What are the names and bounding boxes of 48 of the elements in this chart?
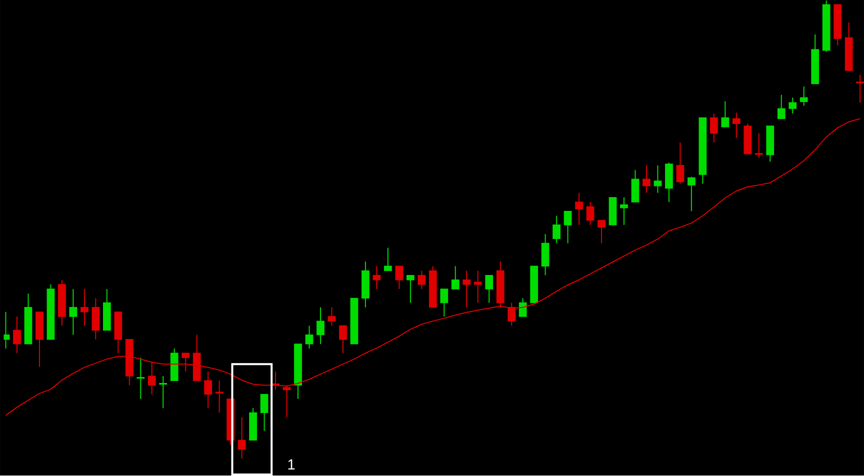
candlestick [586,202,594,226]
candlestick [238,417,246,460]
candlestick [215,380,224,414]
candlestick [518,298,527,318]
candlestick [305,325,314,350]
candlestick [406,275,414,304]
candlestick [800,86,808,107]
candlestick [688,176,696,212]
candlestick [788,97,797,114]
candlestick [395,266,404,290]
candlestick [316,307,324,345]
candlestick [754,133,763,159]
candlestick [328,307,336,326]
candlestick [642,165,650,194]
candlestick [440,288,448,318]
candlestick [69,288,78,336]
candlestick [159,376,168,409]
candlestick [598,220,606,244]
candlestick [631,170,640,203]
candlestick [384,248,392,272]
candlestick [710,113,718,144]
text: 1 [288,460,295,470]
candlestick [541,234,550,276]
candlestick [552,215,560,244]
candlestick [339,325,347,354]
candlestick [451,266,460,290]
candlestick [575,192,583,226]
candlestick [92,298,100,340]
candlestick [654,165,662,194]
candlestick [13,316,21,354]
candlestick [508,302,516,326]
candlestick [721,100,730,128]
candlestick [777,94,786,120]
candlestick [136,357,145,400]
candlestick [80,288,88,326]
candlestick [564,210,572,244]
candlestick [620,197,628,226]
candlestick [462,270,471,308]
candlestick [260,394,268,432]
candlestick [418,270,426,290]
candlestick [676,142,684,184]
candlestick [182,352,190,372]
candlestick [204,371,212,409]
candlestick [148,362,156,396]
candlestick [372,266,381,290]
candlestick [732,112,740,139]
candlestick [485,275,494,304]
candlestick [474,270,482,304]
